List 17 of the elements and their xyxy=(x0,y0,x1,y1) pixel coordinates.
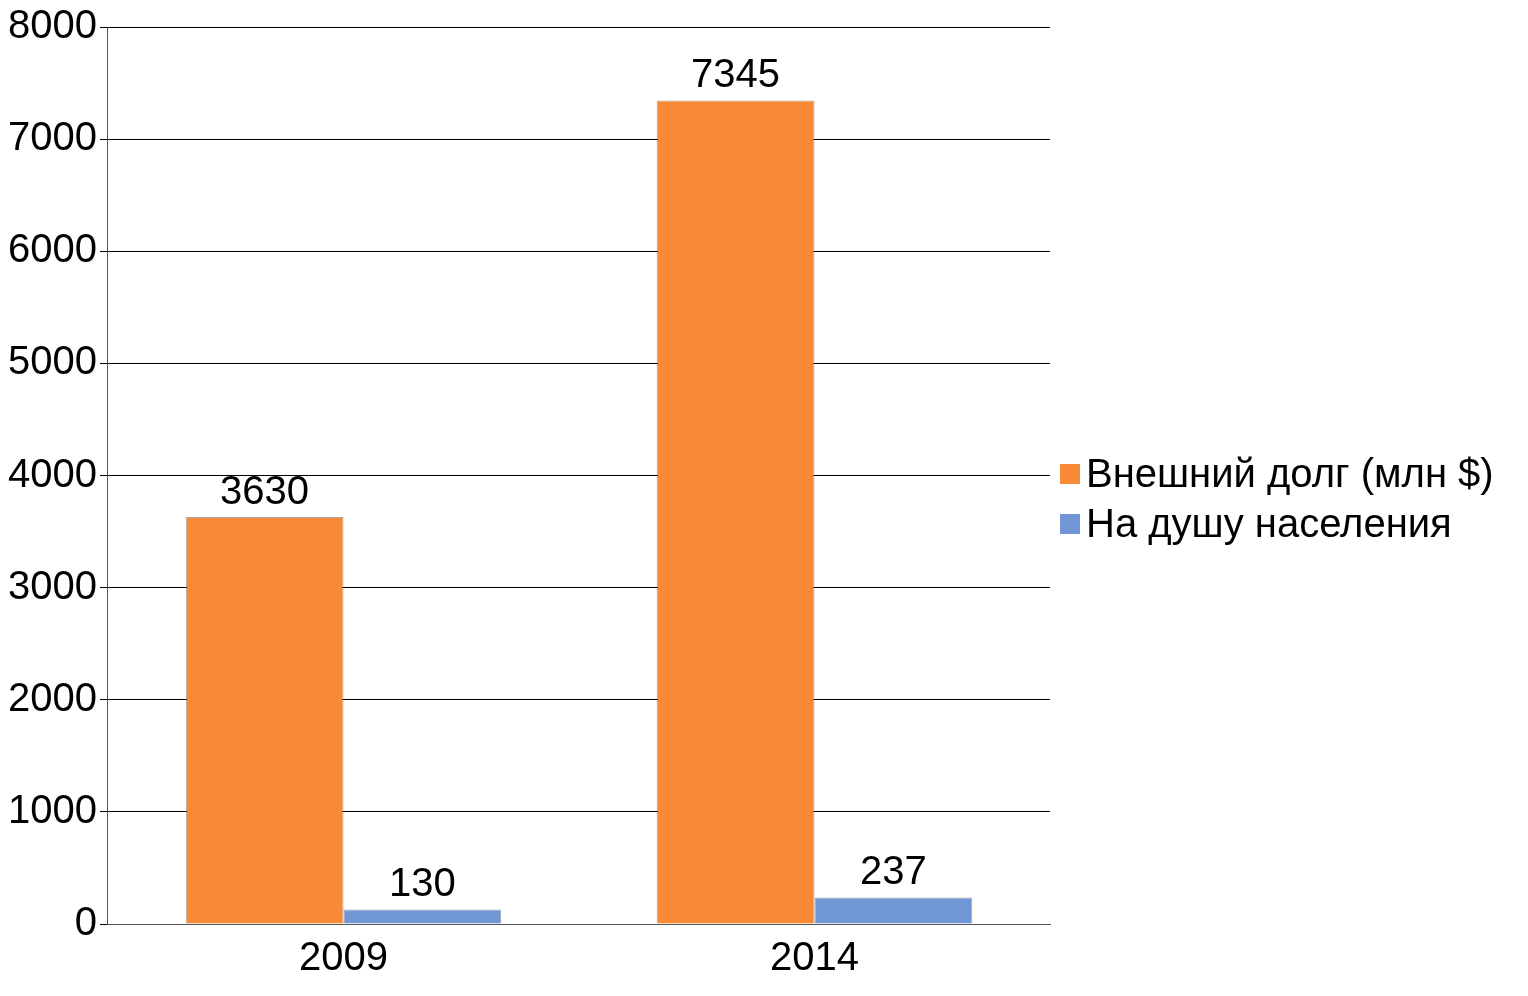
y-tick-label: 1000 xyxy=(8,786,97,831)
y-tick-label: 5000 xyxy=(8,338,97,383)
data-label: 237 xyxy=(860,848,927,893)
y-tick-label: 7000 xyxy=(8,114,97,159)
y-tick-label: 2000 xyxy=(8,674,97,719)
data-label: 130 xyxy=(389,860,456,905)
x-tick-label: 2009 xyxy=(299,934,388,979)
legend-label: На душу населения xyxy=(1086,500,1452,546)
y-tick-label: 6000 xyxy=(8,226,97,271)
data-label: 3630 xyxy=(220,468,310,513)
y-tick-label: 0 xyxy=(74,899,97,944)
data-label: 7345 xyxy=(691,51,781,96)
y-tick-label: 4000 xyxy=(8,450,97,495)
y-tick-label: 3000 xyxy=(8,562,97,607)
x-tick-label: 2014 xyxy=(770,934,859,979)
y-tick-label: 8000 xyxy=(8,2,97,47)
legend-label: Внешний долг (млн $) xyxy=(1086,450,1494,496)
